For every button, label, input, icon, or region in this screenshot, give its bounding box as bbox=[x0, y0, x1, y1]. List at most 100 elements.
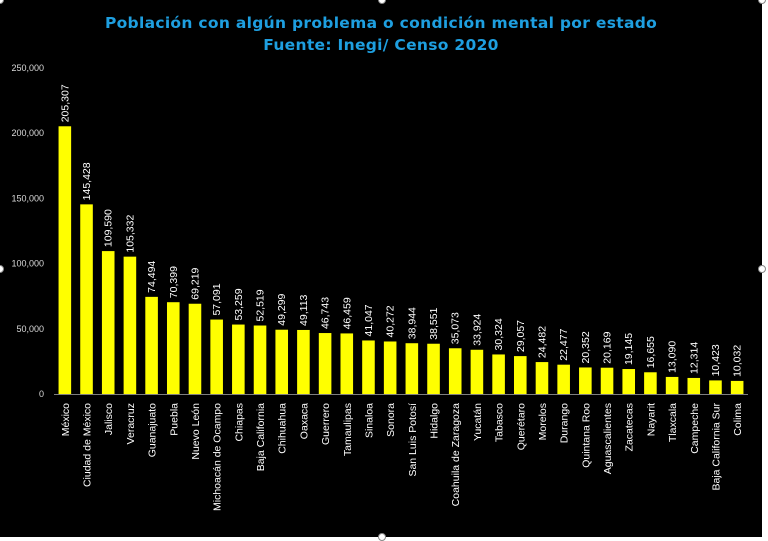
bar bbox=[383, 341, 397, 394]
x-tick-label: Tamaulipas bbox=[342, 403, 354, 456]
data-label: 10,423 bbox=[710, 344, 722, 376]
x-tick-label: Tlaxcala bbox=[667, 403, 679, 442]
x-tick-label: Nayarit bbox=[645, 403, 657, 436]
bar bbox=[123, 256, 137, 394]
data-label: 40,272 bbox=[385, 305, 397, 337]
data-label: 13,090 bbox=[667, 341, 679, 373]
y-tick-label: 250,000 bbox=[11, 63, 44, 73]
x-tick-label: Morelos bbox=[537, 403, 549, 440]
x-tick-label: Puebla bbox=[168, 403, 180, 436]
data-label: 12,314 bbox=[688, 342, 700, 374]
resize-handle-bottom[interactable] bbox=[378, 533, 386, 541]
x-tick-label: Baja California bbox=[255, 403, 267, 471]
x-tick-label: San Luis Potosí bbox=[407, 403, 419, 477]
resize-handle-right[interactable] bbox=[758, 265, 766, 273]
bar bbox=[145, 296, 158, 394]
data-label: 52,519 bbox=[255, 289, 267, 321]
data-label: 49,113 bbox=[298, 294, 310, 325]
bar bbox=[557, 364, 570, 394]
x-tick-label: Yucatán bbox=[472, 403, 484, 441]
x-tick-label: Michoacán de Ocampo bbox=[212, 403, 224, 511]
data-label: 105,332 bbox=[124, 215, 136, 253]
y-tick-label: 150,000 bbox=[11, 193, 44, 203]
bar bbox=[665, 376, 679, 394]
x-tick-label: Querétaro bbox=[515, 403, 527, 450]
data-label: 38,551 bbox=[428, 307, 440, 339]
bar bbox=[405, 343, 419, 394]
data-label: 57,091 bbox=[211, 283, 223, 315]
bar bbox=[644, 372, 657, 394]
x-tick-label: Colima bbox=[732, 403, 744, 436]
data-label: 35,073 bbox=[450, 312, 462, 344]
x-tick-label: Chiapas bbox=[233, 403, 245, 442]
bar bbox=[166, 302, 180, 394]
bar bbox=[210, 319, 223, 394]
x-tick-label: Jalisco bbox=[103, 403, 115, 435]
bar bbox=[253, 325, 267, 394]
x-tick-label: Baja California Sur bbox=[710, 403, 722, 491]
data-label: 30,324 bbox=[493, 318, 505, 350]
bar bbox=[448, 348, 462, 394]
bar bbox=[318, 333, 332, 394]
bar bbox=[188, 303, 202, 394]
x-tick-label: Oaxaca bbox=[298, 403, 310, 439]
x-tick-label: Veracruz bbox=[125, 403, 137, 444]
data-label: 33,924 bbox=[471, 313, 483, 345]
x-tick-label: México bbox=[60, 403, 72, 436]
x-tick-label: Chihuahua bbox=[277, 403, 289, 454]
bar bbox=[275, 329, 289, 394]
data-label: 38,944 bbox=[406, 307, 418, 339]
data-label: 16,655 bbox=[645, 336, 657, 368]
bar bbox=[535, 362, 549, 394]
x-tick-label: Quintana Roo bbox=[580, 403, 592, 468]
x-tick-label: Hidalgo bbox=[429, 403, 441, 439]
bar bbox=[709, 380, 722, 394]
y-tick-label: 200,000 bbox=[11, 128, 44, 138]
bar bbox=[232, 324, 245, 394]
bar bbox=[362, 340, 375, 394]
data-label: 145,428 bbox=[81, 162, 93, 200]
x-tick-label: Campeche bbox=[689, 403, 701, 454]
data-label: 53,259 bbox=[233, 288, 245, 320]
data-label: 24,482 bbox=[536, 326, 548, 358]
x-tick-label: Coahuila de Zaragoza bbox=[450, 403, 462, 506]
x-tick-label: Sonora bbox=[385, 403, 397, 437]
x-tick-label: Aguascalientes bbox=[602, 403, 614, 474]
data-label: 20,352 bbox=[580, 331, 592, 363]
bar bbox=[687, 377, 701, 394]
y-tick-label: 100,000 bbox=[11, 259, 44, 269]
bar bbox=[427, 343, 440, 394]
x-tick-label: Ciudad de México bbox=[82, 403, 94, 487]
x-tick-label: Sinaloa bbox=[363, 403, 375, 438]
bar bbox=[622, 369, 636, 394]
data-label: 22,477 bbox=[558, 328, 570, 360]
chart-title: Población con algún problema o condición… bbox=[104, 14, 658, 32]
bar bbox=[470, 349, 484, 394]
x-tick-label: Durango bbox=[559, 403, 571, 443]
data-label: 46,459 bbox=[341, 297, 353, 329]
bar bbox=[492, 354, 505, 394]
bar bbox=[80, 204, 93, 394]
data-label: 69,219 bbox=[189, 267, 201, 299]
data-label: 109,590 bbox=[103, 209, 115, 247]
x-tick-label: Guanajuato bbox=[147, 403, 159, 457]
data-label: 205,307 bbox=[59, 84, 71, 122]
bar bbox=[297, 329, 310, 394]
bar bbox=[513, 356, 527, 394]
x-tick-label: Tabasco bbox=[494, 403, 506, 442]
x-tick-label: Zacatecas bbox=[624, 403, 636, 451]
bar bbox=[340, 333, 354, 394]
data-label: 20,169 bbox=[602, 331, 614, 363]
chart-subtitle: Fuente: Inegi/ Censo 2020 bbox=[263, 36, 499, 54]
data-label: 19,145 bbox=[623, 333, 635, 365]
bar bbox=[600, 367, 614, 394]
data-label: 29,057 bbox=[515, 320, 527, 352]
data-label: 74,494 bbox=[146, 261, 158, 293]
x-tick-label: Guerrero bbox=[320, 403, 332, 445]
y-tick-label: 0 bbox=[39, 389, 44, 399]
bar bbox=[579, 367, 592, 394]
data-label: 49,299 bbox=[276, 293, 288, 325]
resize-handle-top-right[interactable] bbox=[758, 0, 766, 4]
